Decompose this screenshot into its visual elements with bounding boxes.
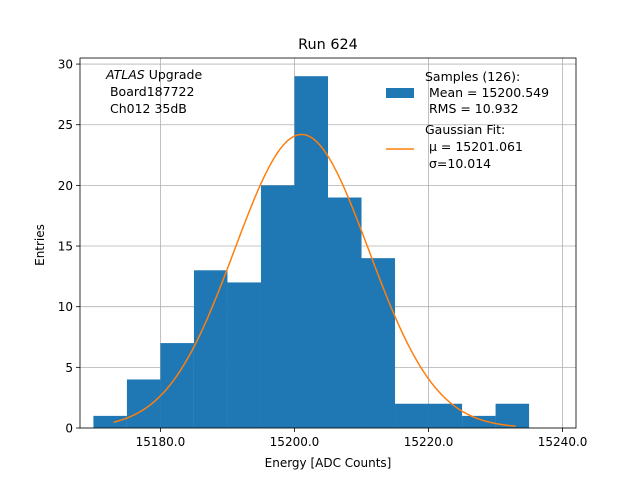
legend-fit-line3: σ=10.014 — [425, 156, 491, 171]
histogram-bars — [93, 76, 530, 429]
y-tick-label: 5 — [65, 361, 73, 375]
histogram-bar — [227, 282, 261, 428]
histogram-bar — [126, 379, 161, 428]
legend-samples-line3: RMS = 10.932 — [425, 101, 519, 116]
legend-samples-line1: Samples (126): — [425, 69, 520, 84]
x-tick-label: 15240.0 — [538, 435, 588, 449]
chart-title: Run 624 — [298, 37, 358, 53]
x-ticks: 15180.0 15200.0 15220.0 15240.0 — [136, 428, 588, 449]
histogram-bar — [193, 270, 228, 428]
atlas-annotation-line1: ATLAS Upgrade — [105, 67, 202, 82]
channel-label: Ch012 35dB — [106, 101, 187, 116]
y-tick-label: 20 — [58, 179, 73, 193]
axes-frame — [79, 57, 577, 429]
y-tick-label: 25 — [58, 118, 73, 132]
gaussian-fit-curve — [113, 133, 516, 427]
histogram-bar — [294, 76, 328, 429]
histogram-bar — [328, 197, 362, 428]
histogram-bar — [260, 185, 295, 428]
y-tick-label: 30 — [58, 58, 73, 72]
legend-swatch-samples — [386, 88, 414, 98]
histogram-bar — [395, 403, 429, 428]
atlas-label: ATLAS — [105, 67, 145, 82]
histogram-bar — [361, 258, 396, 428]
legend-samples-line2: Mean = 15200.549 — [425, 85, 549, 100]
atlas-upgrade-label: Upgrade — [145, 67, 203, 82]
x-tick-label: 15220.0 — [404, 435, 454, 449]
x-axis-label: Energy [ADC Counts] — [265, 456, 392, 470]
x-tick-label: 15180.0 — [136, 435, 186, 449]
histogram-bar — [93, 415, 127, 428]
legend-fit-line1: Gaussian Fit: — [425, 122, 505, 137]
y-axis-label: Entries — [33, 224, 47, 266]
y-tick-label: 0 — [65, 422, 73, 436]
board-label: Board187722 — [106, 84, 194, 99]
x-tick-label: 15200.0 — [270, 435, 320, 449]
y-tick-label: 10 — [58, 300, 73, 314]
legend: Samples (126): Mean = 15200.549 RMS = 10… — [386, 69, 549, 171]
histogram-bar — [462, 415, 496, 428]
y-ticks: 0 5 10 15 20 25 30 — [58, 58, 80, 436]
legend-fit-line2: μ = 15201.061 — [425, 139, 523, 154]
y-tick-label: 15 — [58, 240, 73, 254]
atlas-annotation: ATLAS Upgrade Board187722 Ch012 35dB — [105, 67, 202, 116]
